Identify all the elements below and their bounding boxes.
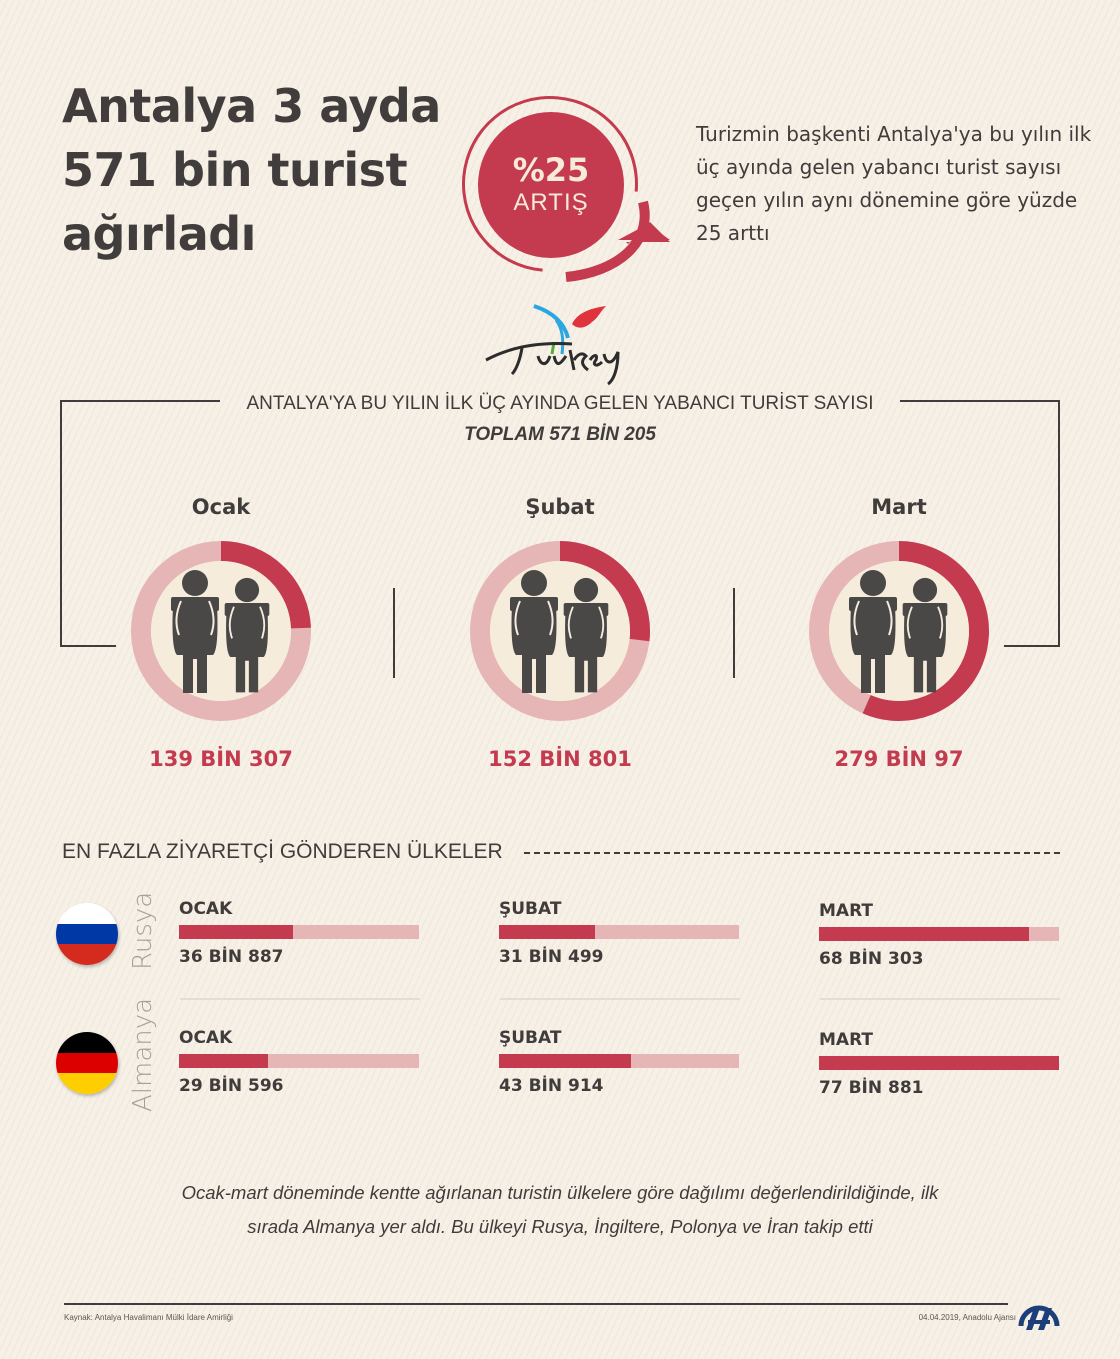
bar-value: 77 BİN 881 (819, 1078, 924, 1098)
russia-flag-icon (56, 903, 118, 965)
divider (393, 588, 395, 678)
bracket-line (1058, 400, 1060, 646)
bar-value: 36 BİN 887 (179, 947, 284, 967)
bar-track (179, 925, 419, 939)
credit-text: 04.04.2019, Anadolu Ajansı (918, 1313, 1016, 1322)
summary-text: Ocak-mart döneminde kentte ağırlanan tur… (100, 1176, 1020, 1244)
bar-almanya-subat: ŞUBAT 43 BİN 914 (499, 1028, 739, 1096)
badge-circle: %25 ARTIŞ (478, 112, 624, 258)
curved-arrow-icon (565, 200, 670, 282)
title-line-2: 571 bin turist (62, 143, 408, 197)
summary-line-1: Ocak-mart döneminde kentte ağırlanan tur… (181, 1182, 939, 1203)
increase-badge: %25 ARTIŞ (426, 60, 678, 308)
badge-label: ARTIŞ (513, 189, 589, 216)
hikers-icon (510, 570, 609, 693)
bar-value: 43 BİN 914 (499, 1076, 604, 1096)
country-name-almanya: Almanya (128, 997, 158, 1112)
bar-value: 29 BİN 596 (179, 1076, 284, 1096)
bar-value: 68 BİN 303 (819, 949, 924, 969)
summary-line-2: sırada Almanya yer aldı. Bu ülkeyi Rusya… (247, 1216, 873, 1237)
bar-rusya-mart: MART 68 BİN 303 (819, 901, 1059, 969)
donut-chart (470, 541, 650, 721)
page-title: Antalya 3 ayda 571 bin turist ağırladı (62, 74, 482, 266)
bar-track (819, 927, 1059, 941)
monthly-section-title: ANTALYA'YA BU YILIN İLK ÜÇ AYINDA GELEN … (246, 393, 874, 414)
bar-track (179, 1054, 419, 1068)
countries-section-title: EN FAZLA ZİYARETÇİ GÖNDEREN ÜLKELER (62, 840, 503, 863)
bar-fill (819, 927, 1029, 941)
bar-track (499, 1054, 739, 1068)
badge-percent: %25 (512, 151, 590, 189)
bar-track (819, 1056, 1059, 1070)
donut-chart (809, 541, 989, 721)
bar-fill (819, 1056, 1059, 1070)
bar-almanya-mart: MART 77 BİN 881 (819, 1030, 1059, 1098)
month-name: Şubat (525, 495, 595, 519)
bar-value: 31 BİN 499 (499, 947, 604, 967)
divider (733, 588, 735, 678)
bar-rusya-subat: ŞUBAT 31 BİN 499 (499, 899, 739, 967)
month-card-mart: Mart 279 BİN 97 (799, 495, 999, 785)
intro-text: Turizmin başkenti Antalya'ya bu yılın il… (696, 122, 1092, 245)
bar-month: ŞUBAT (499, 899, 562, 919)
month-value: 152 BİN 801 (488, 747, 632, 771)
donut-chart (131, 541, 311, 721)
month-card-ocak: Ocak 139 BİN 307 (121, 495, 321, 785)
bar-month: OCAK (179, 899, 233, 919)
hikers-icon (171, 570, 270, 693)
bracket-line (60, 400, 220, 402)
monthly-total: TOPLAM 571 BİN 205 (464, 424, 656, 445)
month-name: Mart (871, 495, 927, 519)
source-text: Kaynak: Antalya Havalimanı Mülki İdare A… (64, 1313, 233, 1322)
bar-rusya-ocak: OCAK 36 BİN 887 (179, 899, 419, 967)
bar-month: ŞUBAT (499, 1028, 562, 1048)
month-name: Ocak (191, 495, 251, 519)
bar-month: OCAK (179, 1028, 233, 1048)
germany-flag-icon (56, 1032, 118, 1094)
anadolu-agency-logo-icon (1018, 1305, 1060, 1330)
bar-fill (179, 1054, 269, 1068)
bar-month: MART (819, 1030, 873, 1050)
title-line-1: Antalya 3 ayda (62, 79, 441, 133)
bar-fill (499, 925, 595, 939)
bar-almanya-ocak: OCAK 29 BİN 596 (179, 1028, 419, 1096)
dashed-divider (524, 852, 1060, 854)
bar-month: MART (819, 901, 873, 921)
hikers-icon (849, 570, 948, 693)
country-name-rusya: Rusya (128, 891, 158, 970)
bar-fill (179, 925, 293, 939)
month-value: 139 BİN 307 (149, 747, 293, 771)
bracket-line (60, 400, 62, 646)
bar-track (499, 925, 739, 939)
bracket-line (900, 400, 1060, 402)
month-card-subat: Şubat 152 BİN 801 (460, 495, 660, 785)
footer-divider (64, 1303, 1008, 1305)
month-value: 279 BİN 97 (834, 747, 964, 771)
bracket-line (1004, 645, 1060, 647)
bracket-line (60, 645, 116, 647)
bar-fill (499, 1054, 632, 1068)
turkey-logo-icon (485, 304, 620, 386)
title-line-3: ağırladı (62, 207, 256, 261)
